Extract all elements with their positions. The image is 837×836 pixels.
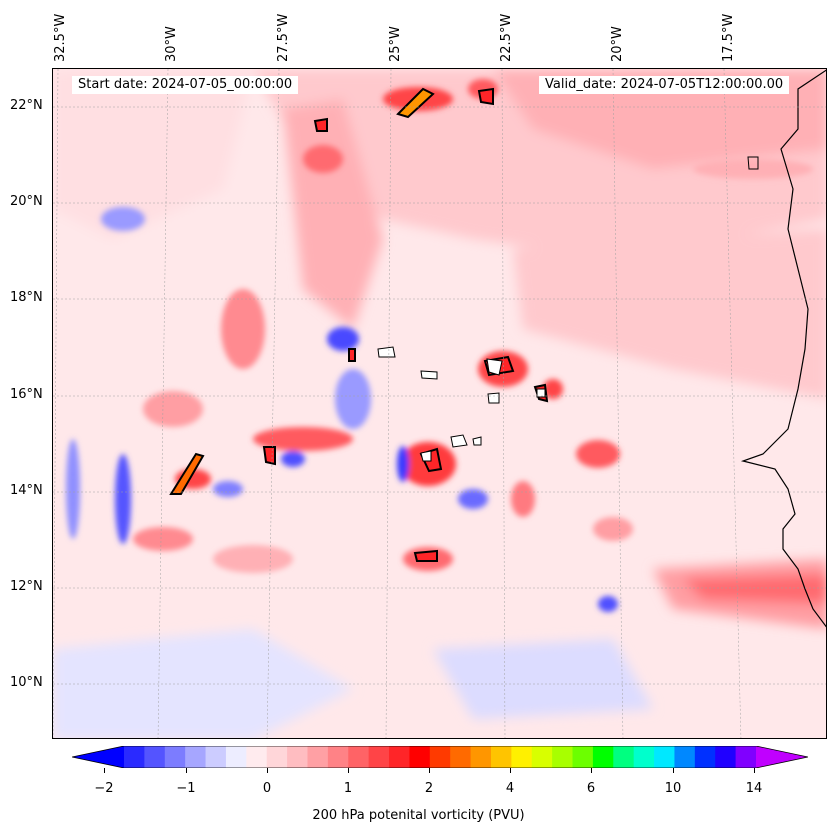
colorbar-tickmark bbox=[591, 768, 592, 773]
colorbar-segment bbox=[164, 746, 186, 768]
island-outlines bbox=[377, 346, 546, 462]
colorbar-segment bbox=[225, 746, 247, 768]
colorbar-segment bbox=[715, 746, 737, 768]
colorbar-label: 200 hPa potenital vorticity (PVU) bbox=[312, 808, 525, 823]
lon-label: 20°W bbox=[610, 26, 625, 62]
coastline-detail bbox=[747, 156, 759, 170]
colorbar-segment bbox=[307, 746, 329, 768]
lat-label: 20°N bbox=[10, 194, 43, 209]
colorbar-segment bbox=[654, 746, 675, 768]
lon-label: 17.5°W bbox=[721, 13, 736, 62]
colorbar-segment bbox=[633, 746, 655, 768]
colorbar-segment bbox=[450, 746, 472, 768]
colorbar-segment bbox=[205, 746, 227, 768]
lon-label: 30°W bbox=[164, 26, 179, 62]
lon-label: 27.5°W bbox=[276, 13, 291, 62]
colorbar-segment bbox=[327, 746, 349, 768]
colorbar-tickmark bbox=[673, 768, 674, 773]
colorbar-segment bbox=[368, 746, 390, 768]
pv-field-map bbox=[53, 69, 826, 738]
colorbar-tick-label: 10 bbox=[664, 781, 682, 796]
colorbar-tickmark bbox=[104, 768, 105, 773]
colorbar-tick-label: 1 bbox=[343, 781, 353, 796]
lat-label: 22°N bbox=[10, 98, 43, 113]
lat-label: 10°N bbox=[10, 675, 43, 690]
colorbar-segment bbox=[124, 746, 145, 768]
lon-label: 25°W bbox=[388, 26, 403, 62]
colorbar-tick-label: 6 bbox=[586, 781, 596, 796]
colorbar-tick-label: −2 bbox=[94, 781, 114, 796]
colorbar-segment bbox=[592, 746, 614, 768]
colorbar-segment bbox=[694, 746, 716, 768]
colorbar-segment bbox=[144, 746, 166, 768]
colorbar-tick-label: 4 bbox=[505, 781, 515, 796]
start-date-label: Start date: 2024-07-05_00:00:00 bbox=[72, 76, 299, 94]
colorbar-segment bbox=[409, 746, 431, 768]
colorbar-tickmark bbox=[186, 768, 187, 773]
colorbar-segment bbox=[389, 746, 410, 768]
colorbar bbox=[72, 746, 808, 768]
colorbar-segment bbox=[490, 746, 512, 768]
colorbar-tick-label: 14 bbox=[745, 781, 763, 796]
colorbar-segment bbox=[429, 746, 451, 768]
colorbar-segment bbox=[735, 746, 757, 768]
lon-label: 32.5°W bbox=[53, 13, 68, 62]
colorbar-segment bbox=[348, 746, 370, 768]
colorbar-segment bbox=[531, 746, 553, 768]
pv-broad-field bbox=[53, 69, 826, 738]
map-panel bbox=[52, 68, 827, 739]
colorbar-segment bbox=[511, 746, 533, 768]
graticule bbox=[53, 69, 826, 738]
colorbar-tick-label: 0 bbox=[262, 781, 272, 796]
colorbar-segment bbox=[552, 746, 574, 768]
colorbar-segment bbox=[613, 746, 635, 768]
colorbar-segment bbox=[287, 746, 308, 768]
lat-label: 14°N bbox=[10, 483, 43, 498]
coastline bbox=[740, 69, 826, 628]
colorbar-tickmark bbox=[348, 768, 349, 773]
colorbar-segment bbox=[572, 746, 594, 768]
lon-label: 22.5°W bbox=[499, 13, 514, 62]
colorbar-extend-max bbox=[756, 746, 808, 768]
colorbar-tickmark bbox=[429, 768, 430, 773]
colorbar-tickmark bbox=[754, 768, 755, 773]
colorbar-segment bbox=[470, 746, 492, 768]
lat-label: 12°N bbox=[10, 579, 43, 594]
colorbar-tick-label: −1 bbox=[176, 781, 196, 796]
colorbar-segment bbox=[674, 746, 696, 768]
colorbar-segment bbox=[266, 746, 288, 768]
colorbar-segment bbox=[185, 746, 207, 768]
colorbar-tickmark bbox=[510, 768, 511, 773]
lat-label: 18°N bbox=[10, 290, 43, 305]
colorbar-extend-min bbox=[72, 746, 124, 768]
colorbar-tickmark bbox=[267, 768, 268, 773]
colorbar-segment bbox=[246, 746, 268, 768]
colorbar-tick-label: 2 bbox=[424, 781, 434, 796]
valid-date-label: Valid_date: 2024-07-05T12:00:00.00 bbox=[539, 76, 790, 94]
lat-label: 16°N bbox=[10, 387, 43, 402]
